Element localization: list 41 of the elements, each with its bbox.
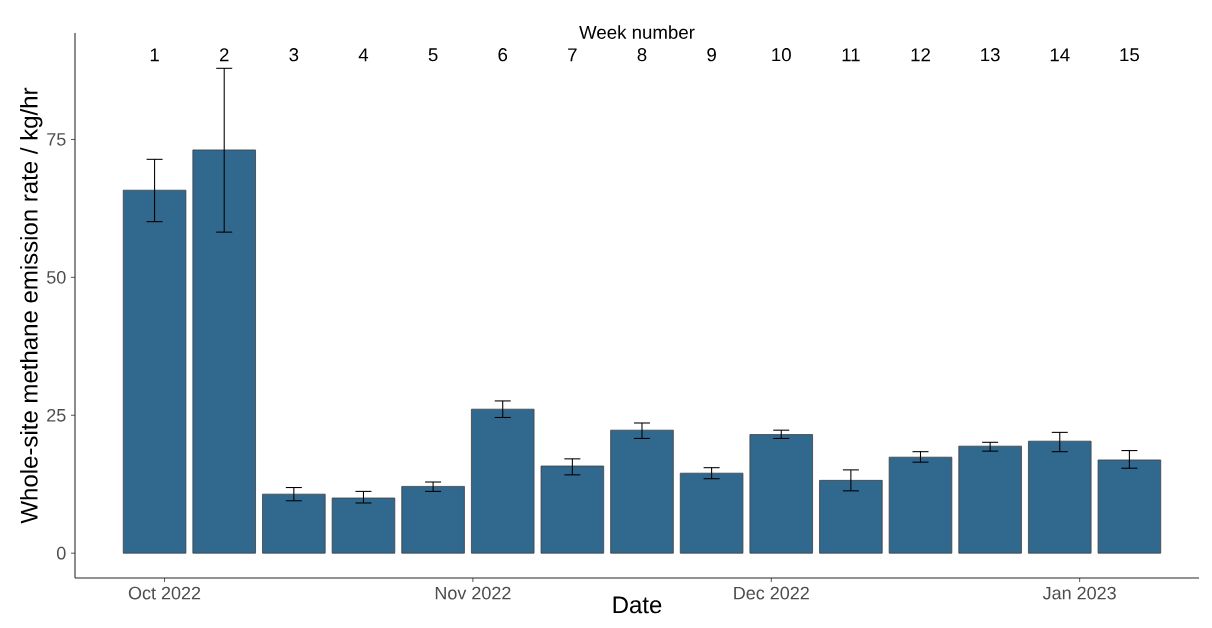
bar xyxy=(819,479,883,554)
bar xyxy=(401,486,465,554)
x-tick-label: Nov 2022 xyxy=(435,586,511,600)
x2-tick-label: 3 xyxy=(289,48,299,62)
y-tick-label: 0 xyxy=(56,546,66,560)
bar xyxy=(610,429,674,554)
bar xyxy=(958,445,1022,554)
x2-axis-title: Week number xyxy=(579,25,695,39)
x2-tick-label: 14 xyxy=(1050,48,1070,62)
bar xyxy=(1097,459,1162,554)
bar xyxy=(192,149,256,554)
bar xyxy=(331,497,396,554)
x2-tick-label: 10 xyxy=(772,48,791,62)
x-tick-label: Jan 2023 xyxy=(1042,586,1116,600)
x2-tick-label: 9 xyxy=(707,48,716,62)
bar xyxy=(262,493,326,554)
x2-tick-label: 2 xyxy=(219,48,229,62)
bar xyxy=(888,456,953,554)
x2-tick-label: 4 xyxy=(358,48,369,62)
x2-tick-label: 15 xyxy=(1120,48,1139,62)
x2-tick-label: 13 xyxy=(981,48,1000,62)
y-tick-label: 50 xyxy=(46,270,66,284)
y-tick-label: 25 xyxy=(47,408,66,422)
x2-tick-label: 7 xyxy=(568,48,577,62)
bar xyxy=(679,472,744,554)
y-tick-label: 75 xyxy=(47,133,66,146)
x-tick-label: Dec 2022 xyxy=(734,586,809,600)
y-axis-title: Whole-site methane emission rate / kg/hr xyxy=(20,87,43,524)
bar xyxy=(749,434,813,554)
x-tick-label: Oct 2022 xyxy=(128,586,201,600)
x2-tick-label: 8 xyxy=(637,48,647,62)
bar xyxy=(540,465,605,554)
x2-tick-label: 12 xyxy=(911,48,930,62)
x-axis-title: Date xyxy=(613,596,662,614)
x2-tick-label: 6 xyxy=(498,48,508,62)
bar xyxy=(1028,440,1092,554)
x2-tick-label: 11 xyxy=(842,48,860,62)
bar xyxy=(470,408,535,554)
bar xyxy=(122,189,187,554)
x2-tick-label: 1 xyxy=(150,48,159,62)
x2-tick-label: 5 xyxy=(428,48,438,62)
